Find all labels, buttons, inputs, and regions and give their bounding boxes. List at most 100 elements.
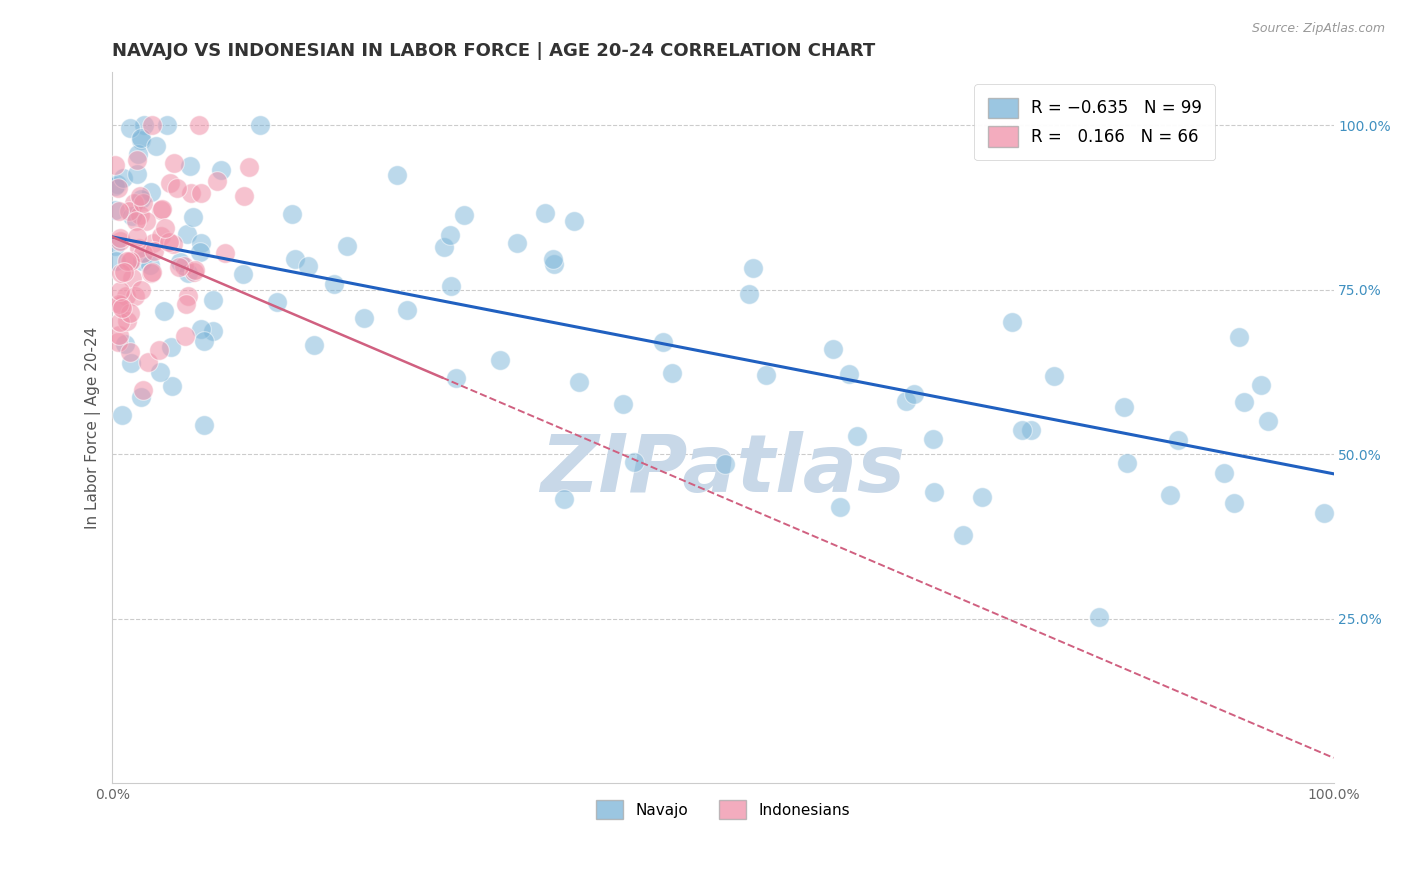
Point: [125, 213, 148, 227]
Point: [157, 235, 180, 249]
Point: [145, 138, 167, 153]
Point: [138, 258, 160, 272]
Point: [207, 173, 229, 187]
Point: [108, 230, 131, 244]
Point: [737, 287, 759, 301]
Point: [159, 176, 181, 190]
Point: [153, 304, 176, 318]
Point: [107, 297, 129, 311]
Point: [823, 342, 845, 356]
Point: [1159, 488, 1181, 502]
Point: [179, 159, 201, 173]
Point: [120, 254, 142, 268]
Point: [131, 283, 153, 297]
Point: [156, 118, 179, 132]
Point: [125, 153, 148, 168]
Point: [136, 354, 159, 368]
Point: [139, 186, 162, 200]
Point: [167, 260, 190, 274]
Point: [162, 236, 184, 251]
Point: [163, 156, 186, 170]
Point: [433, 240, 456, 254]
Point: [193, 334, 215, 349]
Point: [131, 253, 153, 268]
Point: [541, 252, 564, 267]
Point: [896, 393, 918, 408]
Point: [440, 279, 463, 293]
Point: [129, 130, 152, 145]
Point: [112, 265, 135, 279]
Point: [111, 301, 134, 316]
Point: [661, 366, 683, 380]
Point: [188, 244, 211, 259]
Point: [297, 259, 319, 273]
Point: [142, 235, 165, 250]
Point: [266, 295, 288, 310]
Point: [180, 186, 202, 201]
Point: [190, 186, 212, 200]
Point: [755, 368, 778, 383]
Point: [838, 368, 860, 382]
Point: [174, 297, 197, 311]
Point: [120, 121, 142, 136]
Point: [188, 118, 211, 132]
Point: [121, 209, 143, 223]
Point: [135, 214, 157, 228]
Legend: Navajo, Indonesians: Navajo, Indonesians: [589, 794, 856, 825]
Point: [232, 268, 254, 282]
Point: [209, 162, 232, 177]
Point: [970, 491, 993, 505]
Point: [105, 254, 128, 268]
Point: [193, 418, 215, 433]
Point: [534, 206, 557, 220]
Point: [353, 310, 375, 325]
Point: [1257, 414, 1279, 428]
Point: [742, 260, 765, 275]
Point: [1223, 496, 1246, 510]
Point: [120, 345, 142, 359]
Point: [124, 288, 146, 302]
Point: [125, 167, 148, 181]
Point: [1019, 424, 1042, 438]
Point: [1001, 315, 1024, 329]
Point: [845, 429, 868, 443]
Point: [114, 288, 136, 302]
Point: [174, 329, 197, 343]
Point: [322, 277, 344, 292]
Point: [128, 189, 150, 203]
Point: [111, 170, 134, 185]
Point: [952, 527, 974, 541]
Point: [115, 313, 138, 327]
Point: [1043, 368, 1066, 383]
Text: ZIPatlas: ZIPatlas: [540, 432, 905, 509]
Point: [488, 352, 510, 367]
Point: [201, 324, 224, 338]
Point: [1167, 433, 1189, 447]
Point: [120, 356, 142, 370]
Point: [553, 492, 575, 507]
Point: [118, 204, 141, 219]
Point: [238, 161, 260, 175]
Text: Source: ZipAtlas.com: Source: ZipAtlas.com: [1251, 22, 1385, 36]
Point: [184, 263, 207, 277]
Point: [107, 180, 129, 194]
Point: [1112, 400, 1135, 414]
Point: [183, 265, 205, 279]
Point: [453, 208, 475, 222]
Point: [132, 118, 155, 132]
Point: [142, 244, 165, 259]
Point: [444, 371, 467, 385]
Point: [120, 305, 142, 319]
Point: [1250, 378, 1272, 392]
Point: [108, 234, 131, 248]
Point: [110, 266, 132, 280]
Point: [385, 168, 408, 182]
Point: [108, 315, 131, 329]
Point: [153, 220, 176, 235]
Point: [828, 500, 851, 514]
Point: [564, 214, 586, 228]
Point: [150, 202, 173, 217]
Point: [396, 303, 419, 318]
Point: [128, 208, 150, 222]
Point: [336, 239, 359, 253]
